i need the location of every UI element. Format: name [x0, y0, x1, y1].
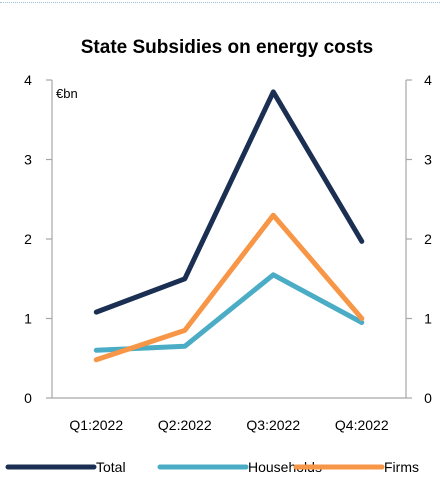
y-tick-label-right: 0 — [424, 390, 432, 406]
legend: Total Households Firms — [5, 459, 419, 475]
top-divider — [0, 2, 440, 3]
legend-label-firms: Firms — [384, 459, 419, 475]
y-tick-label-right: 1 — [424, 311, 432, 327]
unit-label: €bn — [56, 86, 78, 101]
x-tick-label: Q2:2022 — [158, 417, 212, 433]
series-line-total — [93, 89, 365, 315]
series-lines — [93, 89, 365, 363]
axes: 0 0 1 1 2 2 3 3 4 4 Q1:2022 Q2:2022 Q3:2022 Q4:2022 — [24, 72, 432, 433]
y-tick-label-right: 4 — [424, 72, 432, 88]
y-tick-label-left: 1 — [24, 311, 32, 327]
y-tick-label-left: 3 — [24, 152, 32, 168]
x-tick-label: Q4:2022 — [335, 417, 389, 433]
legend-label-total: Total — [96, 459, 126, 475]
x-tick-label: Q1:2022 — [69, 417, 123, 433]
y-tick-label-right: 2 — [424, 231, 432, 247]
series-line-firms — [93, 212, 365, 363]
chart-title: State Subsidies on energy costs — [81, 37, 373, 58]
y-tick-label-left: 2 — [24, 231, 32, 247]
y-tick-label-left: 0 — [24, 390, 32, 406]
y-tick-label-right: 3 — [424, 152, 432, 168]
y-tick-label-left: 4 — [24, 72, 32, 88]
legend-label-households: Households — [248, 459, 322, 475]
series-line-households — [93, 272, 365, 353]
x-tick-label: Q3:2022 — [246, 417, 300, 433]
